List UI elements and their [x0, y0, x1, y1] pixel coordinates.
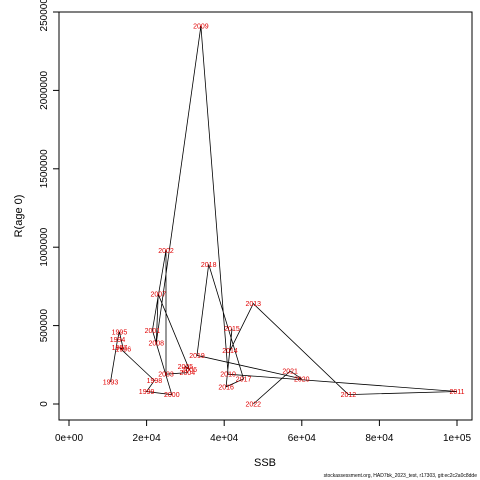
point-label: 2008 — [149, 340, 165, 347]
point-label: 2018 — [201, 262, 217, 269]
point-label: 2015 — [224, 326, 240, 333]
point-label: 1998 — [147, 378, 163, 385]
point-label: 2004 — [180, 370, 196, 377]
y-tick-label: 1000000 — [39, 227, 50, 266]
x-tick-label: 0e+00 — [55, 433, 84, 444]
point-label: 2001 — [145, 328, 161, 335]
point-label: 2022 — [246, 402, 262, 409]
plot-frame — [58, 11, 473, 421]
y-tick-label: 2500000 — [39, 0, 50, 31]
point-label: 1996 — [116, 347, 132, 354]
point-label: 2005 — [178, 364, 194, 371]
point-label: 2010 — [220, 372, 236, 379]
point-label: 2007 — [150, 292, 166, 299]
point-label: 1997 — [112, 345, 128, 352]
point-label: 2017 — [236, 376, 252, 383]
point-label: 2011 — [449, 389, 464, 396]
x-tick-label: 4e+04 — [210, 433, 239, 444]
point-label: 1995 — [112, 329, 128, 336]
point-label: 2021 — [282, 369, 298, 376]
point-label: 2006 — [181, 367, 197, 374]
y-tick-label: 2000000 — [39, 70, 50, 109]
x-tick-label: 2e+04 — [133, 433, 162, 444]
point-label: 2014 — [222, 348, 238, 355]
y-tick-label: 1500000 — [39, 149, 50, 188]
point-label: 2002 — [158, 248, 174, 255]
point-label: 1999 — [139, 389, 155, 396]
point-label: 1993 — [103, 380, 119, 387]
point-label: 2019 — [189, 353, 205, 360]
point-label: 2000 — [164, 392, 180, 399]
y-axis-title: R(age 0) — [13, 195, 25, 238]
footnote: stockassessment.org, HAD7bk_2023_test, r… — [324, 473, 478, 479]
x-axis-title: SSB — [254, 457, 276, 469]
y-tick-label: 500000 — [39, 308, 50, 342]
point-label: 2013 — [246, 301, 262, 308]
y-axis: 0 500000 1000000 1500000 2000000 2500000 — [39, 0, 60, 407]
y-tick-label: 0 — [39, 401, 50, 407]
point-label: 1994 — [110, 337, 126, 344]
point-label: 2003 — [158, 372, 174, 379]
series-line — [110, 26, 458, 405]
x-tick-label: 8e+04 — [365, 433, 394, 444]
point-label: 2012 — [341, 392, 357, 399]
x-axis: 0e+00 2e+04 4e+04 6e+04 8e+04 1e+05 — [55, 419, 472, 444]
x-tick-label: 6e+04 — [288, 433, 317, 444]
point-label: 2020 — [294, 376, 310, 383]
point-label: 2016 — [218, 384, 234, 391]
point-label: 2009 — [193, 24, 209, 31]
x-tick-label: 1e+05 — [443, 433, 472, 444]
